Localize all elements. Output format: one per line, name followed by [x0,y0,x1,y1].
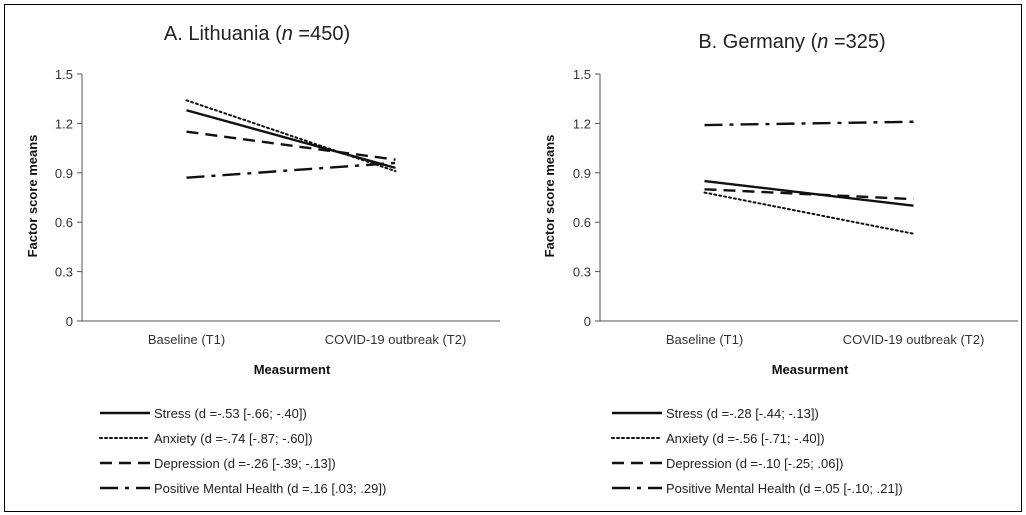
y-tick-label: 0 [584,314,591,329]
panel-a-plot: 0 0.3 0.6 0.9 1.2 1.5 Baseline (T1) COVID-19 ou… [55,67,500,347]
legend-label: Stress (d =-.53 [-.66; -.40]) [154,406,307,421]
y-tick-label: 0.9 [573,166,591,181]
y-tick-label: 1.2 [55,116,73,131]
x-tick-label: Baseline (T1) [148,332,225,347]
y-tick-label: 0.6 [573,215,591,230]
series-line-dashed [704,188,914,201]
legend-label: Depression (d =-.26 [-.39; -.13]) [154,456,336,471]
legend-label: Anxiety (d =-.56 [-.71; -.40]) [666,431,825,446]
y-tick-label: 0.3 [55,265,73,280]
legend-label: Positive Mental Health (d =.05 [-.10; .2… [666,481,903,496]
y-tick-label: 1.2 [573,116,591,131]
panel-a-xlabel: Measurment [254,362,331,377]
x-tick-label: COVID-19 outbreak (T2) [843,332,985,347]
legend-label: Anxiety (d =-.74 [-.87; -.60]) [154,431,313,446]
series-line-dotted [185,99,397,173]
y-tick-label: 0.9 [55,166,73,181]
figure-frame [4,4,1022,512]
y-tick-label: 1.5 [573,67,591,82]
panel-a-legend: Stress (d =-.53 [-.66; -.40]) Anxiety (d … [99,406,386,496]
y-tick-label: 0 [66,314,73,329]
legend-label: Positive Mental Health (d =.16 [.03; .29… [154,481,386,496]
legend-label: Depression (d =-.10 [-.25; .06]) [666,456,843,471]
series-line-dashdot [704,120,914,127]
series-line-dotted [703,191,915,235]
x-tick-label: Baseline (T1) [666,332,743,347]
series-line-dashed [186,130,396,161]
y-tick-label: 0.3 [573,265,591,280]
y-tick-label: 0.6 [55,215,73,230]
panel-a-ylabel: Factor score means [25,135,40,258]
legend-label: Stress (d =-.28 [-.44; -.13]) [666,406,819,421]
panel-b-legend: Stress (d =-.28 [-.44; -.13]) Anxiety (d … [611,406,903,496]
panel-b-plot: 0 0.3 0.6 0.9 1.2 1.5 Baseline (T1) COVID-19 ou… [573,67,1018,347]
panel-b-ylabel: Factor score means [542,135,557,258]
panel-b-xlabel: Measurment [772,362,849,377]
panel-lithuania: A. Lithuania (n =450) Factor score means… [25,23,500,496]
x-tick-label: COVID-19 outbreak (T2) [325,332,467,347]
panel-germany: B. Germany (n =325) Factor score means M… [542,31,1018,496]
panel-a-title: A. Lithuania (n =450) [164,23,350,45]
series-line-solid [186,109,396,170]
series-line-dashdot [186,161,396,179]
panel-b-title: B. Germany (n =325) [698,31,885,53]
y-tick-label: 1.5 [55,67,73,82]
